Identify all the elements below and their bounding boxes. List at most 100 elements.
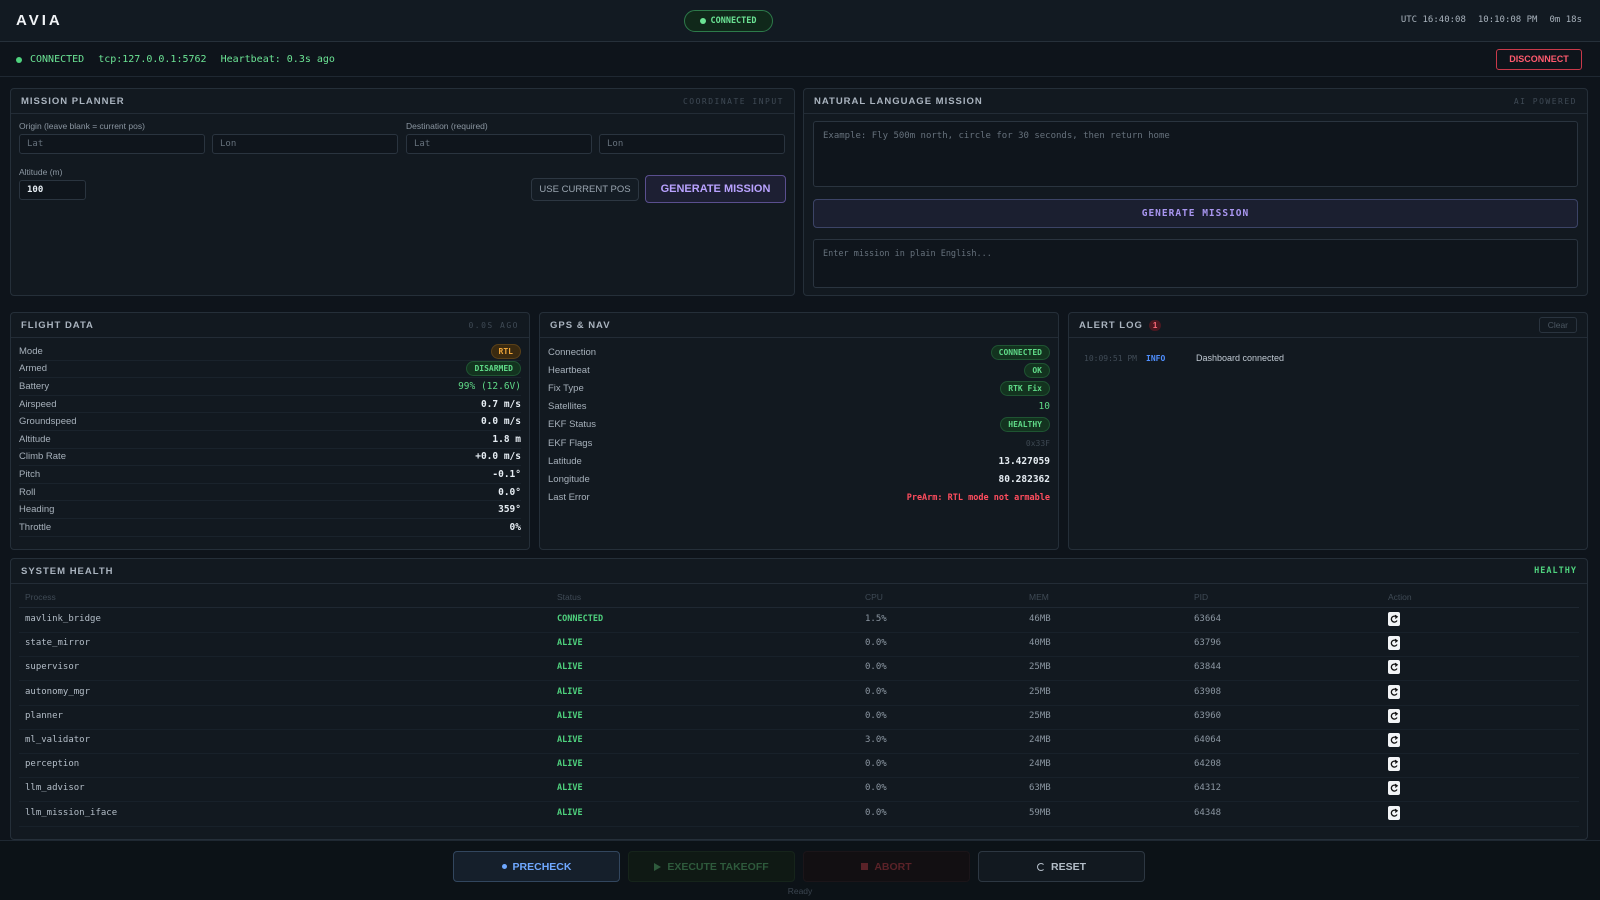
alert-entry: 10:09:51 PM INFO Dashboard connected bbox=[1084, 353, 1284, 363]
table-cell: 63MB bbox=[1029, 783, 1051, 794]
conn-heartbeat: Heartbeat: 0.3s ago bbox=[220, 54, 335, 65]
row-label: Armed bbox=[19, 363, 47, 375]
data-row: Altitude 1.8 m bbox=[19, 431, 521, 449]
restart-button[interactable] bbox=[1388, 733, 1400, 747]
panel-title-group: NATURAL LANGUAGE MISSION bbox=[814, 96, 983, 107]
table-cell: 64348 bbox=[1194, 807, 1222, 818]
column-header: PID bbox=[1194, 592, 1209, 602]
table-cell: ALIVE bbox=[557, 735, 583, 745]
panel-header: NATURAL LANGUAGE MISSION AI POWERED bbox=[804, 89, 1587, 114]
data-row: Heading 359° bbox=[19, 501, 521, 519]
panel-title-group: FLIGHT DATA bbox=[21, 320, 94, 331]
table-cell: 59MB bbox=[1029, 807, 1051, 818]
control-button[interactable]: ABORT bbox=[803, 851, 970, 882]
restart-button[interactable] bbox=[1388, 636, 1400, 651]
data-row: Groundspeed 0.0 m/s bbox=[19, 413, 521, 431]
panel-header: FLIGHT DATA 0.0S AGO bbox=[11, 313, 529, 338]
row-label: Airspeed bbox=[19, 398, 57, 410]
generate-mission-button[interactable]: GENERATE MISSION bbox=[645, 175, 786, 203]
row-label: Roll bbox=[19, 486, 36, 498]
row-divider bbox=[19, 632, 1579, 633]
coordinate-input[interactable]: Lon bbox=[212, 134, 398, 154]
connection-pill: CONNECTED bbox=[684, 10, 773, 32]
coordinate-input[interactable]: Lat bbox=[19, 134, 205, 154]
control-label: ABORT bbox=[874, 860, 912, 873]
restart-icon bbox=[1390, 663, 1399, 672]
mission-planner-panel: MISSION PLANNER COORDINATE INPUT Origin (l… bbox=[10, 88, 795, 296]
status-dot bbox=[16, 56, 22, 63]
conn-status: CONNECTED bbox=[30, 54, 85, 65]
restart-button[interactable] bbox=[1388, 757, 1400, 772]
row-value: 0.0° bbox=[498, 486, 521, 498]
data-row: Satellites 10 bbox=[548, 398, 1050, 416]
table-cell: 64064 bbox=[1194, 735, 1222, 745]
alert-level: INFO bbox=[1146, 353, 1166, 363]
table-cell: autonomy_mgr bbox=[25, 686, 91, 697]
table-cell: 63664 bbox=[1194, 614, 1222, 624]
use-current-pos-button[interactable]: USE CURRENT POS bbox=[531, 178, 639, 201]
table-cell: ml_validator bbox=[25, 735, 91, 745]
restart-icon bbox=[1390, 687, 1399, 696]
disconnect-button[interactable]: DISCONNECT bbox=[1496, 49, 1582, 70]
data-row: Fix Type RTK Fix bbox=[548, 379, 1050, 397]
row-value: 1.8 m bbox=[492, 433, 521, 445]
utc-time: UTC 16:40:08 bbox=[1400, 15, 1466, 25]
row-value: 359° bbox=[498, 504, 521, 516]
panel-title: ALERT LOG bbox=[1079, 319, 1143, 331]
restart-button[interactable] bbox=[1388, 708, 1400, 723]
origin-label: Origin (leave blank = current pos) bbox=[19, 121, 145, 131]
table-cell: 0.0% bbox=[865, 686, 887, 697]
row-value: PreArm: RTL mode not armable bbox=[906, 492, 1050, 503]
table-cell: 24MB bbox=[1029, 759, 1051, 770]
header-divider bbox=[19, 607, 1579, 608]
table-cell: 63908 bbox=[1194, 686, 1222, 697]
table-cell: 0.0% bbox=[865, 638, 887, 649]
control-button[interactable]: EXECUTE TAKEOFF bbox=[628, 851, 795, 882]
row-value: -0.1° bbox=[492, 468, 521, 480]
panel-header: MISSION PLANNER COORDINATE INPUT bbox=[11, 89, 794, 114]
table-cell: 0.0% bbox=[865, 807, 887, 818]
row-value: 0.0 m/s bbox=[480, 416, 521, 428]
local-time: 10:10:08 PM bbox=[1477, 15, 1538, 25]
connection-status: CONNECTED bbox=[710, 16, 757, 26]
row-value: 0.7 m/s bbox=[480, 398, 521, 410]
control-button[interactable]: RESET bbox=[978, 851, 1145, 882]
conn-address: tcp:127.0.0.1:5762 bbox=[98, 54, 207, 65]
table-cell: ALIVE bbox=[557, 807, 583, 818]
table-cell: supervisor bbox=[25, 662, 80, 673]
restart-button[interactable] bbox=[1388, 684, 1400, 699]
flight-data-panel: FLIGHT DATA 0.0S AGO Mode RTL Armed DISARMED B… bbox=[10, 312, 530, 550]
restart-button[interactable] bbox=[1388, 660, 1400, 675]
table-cell: 64208 bbox=[1194, 759, 1222, 770]
panel-header: GPS & NAV bbox=[540, 313, 1058, 338]
mission-output: Enter mission in plain English... bbox=[813, 239, 1578, 288]
restart-button[interactable] bbox=[1388, 805, 1400, 820]
row-label: Last Error bbox=[548, 492, 590, 504]
status-text: Ready bbox=[787, 886, 813, 896]
restart-icon bbox=[1390, 735, 1399, 744]
restart-button[interactable] bbox=[1388, 781, 1400, 796]
data-row: Pitch -0.1° bbox=[19, 466, 521, 484]
nl-generate-button[interactable]: GENERATE MISSION bbox=[813, 199, 1578, 228]
row-divider bbox=[19, 656, 1579, 658]
row-divider bbox=[19, 825, 1579, 827]
panel-title: MISSION PLANNER bbox=[21, 95, 125, 107]
coordinate-input[interactable]: Lat bbox=[406, 134, 592, 154]
destination-label: Destination (required) bbox=[406, 121, 488, 131]
altitude-input[interactable]: 100 bbox=[19, 180, 86, 200]
uptime: 0m 18s bbox=[1549, 15, 1582, 25]
row-label: Climb Rate bbox=[19, 451, 66, 463]
row-label: Satellites bbox=[548, 401, 587, 413]
restart-button[interactable] bbox=[1388, 612, 1400, 626]
mission-textarea[interactable]: Example: Fly 500m north, circle for 30 s… bbox=[813, 121, 1578, 187]
table-cell: 63796 bbox=[1194, 638, 1222, 649]
coordinate-input[interactable]: Lon bbox=[599, 134, 785, 154]
clock-group: UTC 16:40:08 10:10:08 PM 0m 18s bbox=[1401, 15, 1582, 25]
connection-info: CONNECTED tcp:127.0.0.1:5762 Heartbeat: 0.… bbox=[16, 54, 335, 65]
data-row: Throttle 0% bbox=[19, 519, 521, 537]
control-button[interactable]: PRECHECK bbox=[453, 851, 620, 882]
clear-button[interactable]: Clear bbox=[1538, 317, 1577, 333]
panel-title: FLIGHT DATA bbox=[21, 319, 94, 331]
altitude-label: Altitude (m) bbox=[19, 167, 63, 177]
